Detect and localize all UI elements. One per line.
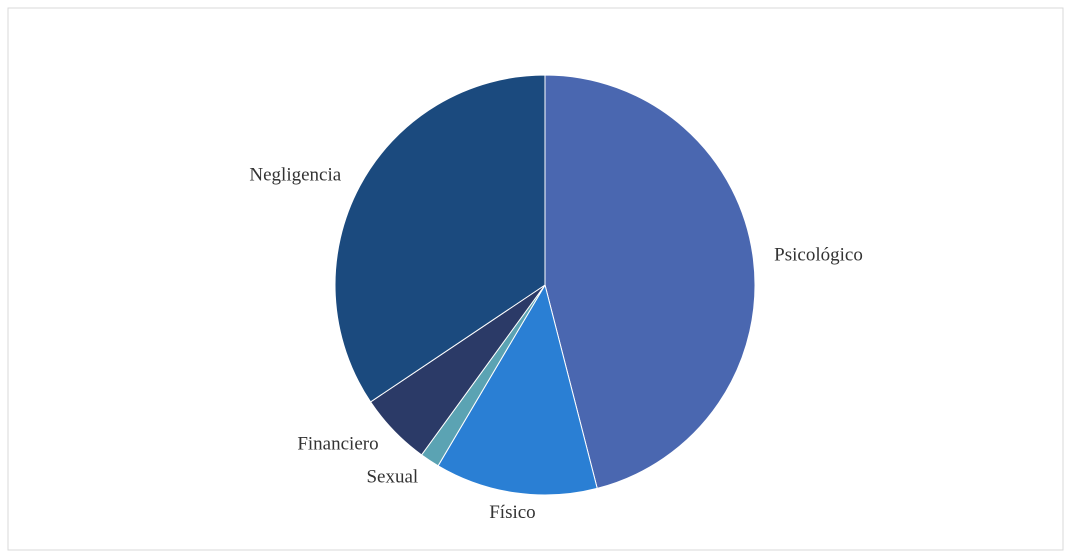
slice-label: Físico — [489, 502, 535, 523]
slice-label: Financiero — [297, 434, 378, 455]
slice-label: Psicológico — [774, 244, 863, 265]
pie-slice — [544, 74, 756, 490]
slice-label: Sexual — [366, 466, 418, 487]
slice-label: Negligencia — [249, 165, 341, 186]
pie-slice — [334, 74, 546, 403]
pie-slice — [437, 283, 598, 496]
